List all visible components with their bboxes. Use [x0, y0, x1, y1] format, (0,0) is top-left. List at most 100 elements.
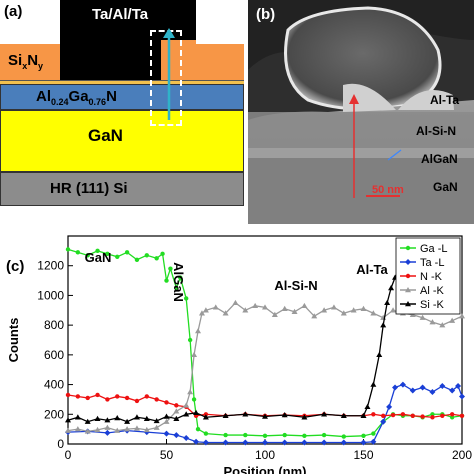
data-point — [262, 439, 268, 446]
data-point — [65, 417, 71, 423]
data-point — [178, 275, 183, 280]
data-point — [301, 302, 308, 309]
data-point — [104, 417, 111, 423]
panel-b-label: (b) — [256, 6, 276, 23]
data-point — [124, 395, 130, 401]
x-axis-label: Position (nm) — [223, 464, 306, 474]
data-point — [380, 418, 387, 425]
interface-line — [0, 80, 244, 84]
data-point — [222, 412, 229, 418]
data-point — [94, 426, 101, 433]
data-point — [202, 307, 209, 313]
data-point — [173, 432, 180, 439]
y-tick-label: 0 — [57, 437, 64, 451]
data-point — [114, 415, 121, 421]
y-tick-label: 600 — [44, 348, 64, 362]
x-tick-label: 50 — [160, 448, 174, 462]
panel-a-label: (a) — [4, 3, 23, 20]
data-point — [168, 266, 173, 271]
data-point — [163, 413, 170, 419]
data-point — [392, 384, 399, 391]
data-point — [449, 317, 456, 323]
data-point — [134, 257, 140, 262]
scale-bar-label: 50 nm — [372, 184, 404, 196]
sixny-gap-fill — [161, 40, 196, 80]
panel-c-label: (c) — [6, 258, 25, 275]
data-point — [321, 307, 328, 313]
data-point — [242, 411, 249, 417]
contact-left-leg — [60, 40, 161, 84]
eds-line-chart: 0 200 400 600 800 1000 1200 0 50 100 150 200 Counts P… — [6, 235, 472, 474]
data-point — [174, 285, 179, 291]
data-point — [74, 426, 81, 432]
data-point — [94, 415, 101, 421]
data-point — [184, 296, 189, 301]
data-point — [191, 397, 197, 402]
data-point — [75, 250, 81, 255]
annotation-gan: GaN — [85, 250, 112, 265]
data-point — [405, 301, 411, 307]
data-point — [115, 394, 120, 399]
data-point — [143, 426, 150, 433]
data-point — [195, 328, 202, 334]
data-point — [133, 425, 140, 431]
data-point — [388, 285, 395, 291]
data-point — [84, 428, 91, 434]
substrate-label: HR (111) Si — [50, 180, 128, 197]
annotation-al-si-n: Al-Si-N — [274, 278, 317, 293]
data-point — [281, 412, 288, 418]
data-point — [405, 287, 411, 293]
data-point — [405, 245, 411, 251]
data-point — [429, 319, 436, 325]
data-point — [341, 434, 346, 439]
data-point — [439, 322, 446, 328]
x-tick-label: 200 — [452, 448, 472, 462]
tem-label-algan: AlGaN — [421, 152, 458, 166]
data-point — [405, 273, 411, 279]
data-point — [95, 392, 100, 398]
data-point — [262, 433, 268, 439]
contact-label: Ta/Al/Ta — [92, 6, 149, 23]
data-point — [187, 337, 193, 343]
data-point — [183, 402, 190, 408]
data-point — [252, 302, 259, 309]
data-point — [195, 426, 201, 432]
data-point — [301, 414, 308, 420]
y-tick-label: 200 — [44, 407, 64, 421]
data-point — [198, 310, 205, 316]
data-point — [153, 424, 160, 430]
tem-micrograph — [248, 0, 474, 224]
data-point — [242, 307, 249, 313]
data-point — [371, 431, 376, 436]
data-point — [144, 253, 149, 258]
tem-label-alta: Al-Ta — [430, 93, 460, 107]
data-point — [104, 424, 111, 430]
data-point — [65, 427, 71, 433]
data-point — [410, 413, 415, 418]
algan-label: Al0.24Ga0.76N — [36, 88, 117, 107]
data-point — [282, 432, 287, 438]
y-axis-label: Counts — [6, 318, 21, 363]
data-point — [449, 412, 455, 417]
panel-a-schematic: (a) Ta/Al/Ta SixNy Al0.24Ga0.76N GaN HR … — [0, 0, 244, 224]
data-point — [75, 394, 81, 399]
data-point — [144, 394, 149, 399]
data-point — [371, 412, 376, 417]
data-point — [376, 351, 383, 358]
data-point — [164, 400, 169, 405]
data-point — [311, 313, 318, 319]
data-point — [449, 387, 456, 394]
sixny-layer-left — [0, 44, 60, 80]
data-point — [340, 439, 347, 446]
data-point — [400, 412, 406, 417]
data-point — [65, 247, 71, 252]
data-point — [321, 411, 328, 417]
scan-arrow — [163, 28, 175, 120]
data-point — [361, 433, 366, 439]
data-point — [455, 383, 462, 390]
data-point — [370, 381, 377, 387]
legend-entry: N -K — [420, 271, 443, 283]
data-point — [160, 251, 165, 257]
data-point — [440, 413, 445, 418]
data-point — [420, 414, 425, 419]
